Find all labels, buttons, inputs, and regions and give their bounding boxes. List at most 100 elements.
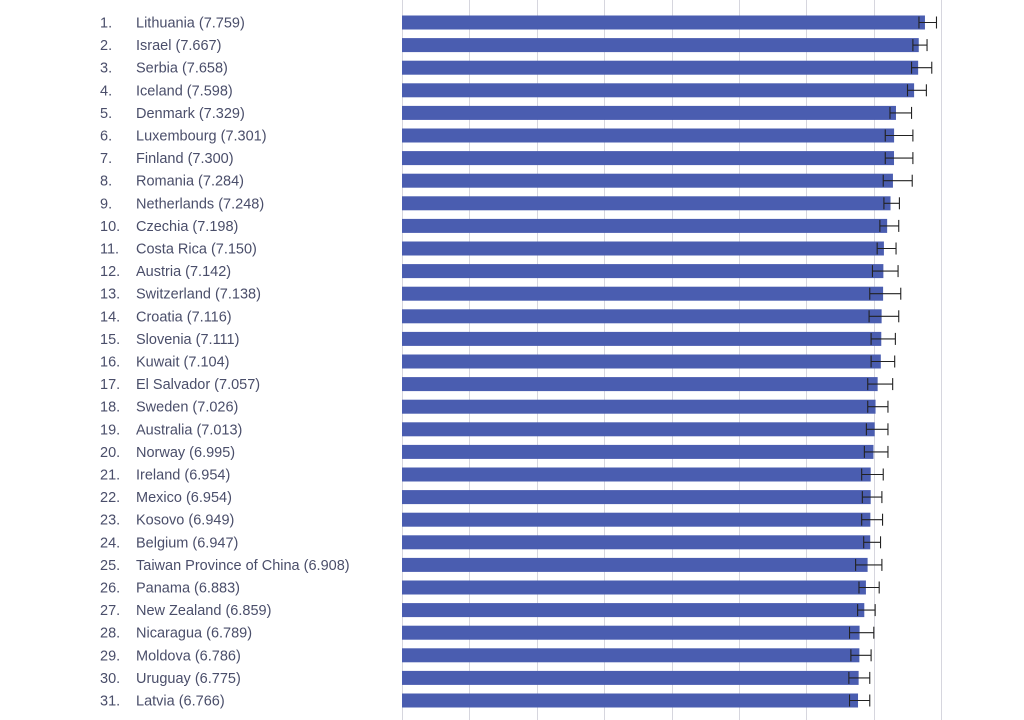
rank-label: 31. [100, 694, 120, 710]
rank-label: 14. [100, 309, 120, 325]
error-bar-uruguay [848, 671, 871, 684]
country-label: Nicaragua (6.789) [136, 626, 252, 642]
bar-australia [402, 422, 875, 437]
error-bars [848, 16, 938, 707]
rank-label: 19. [100, 422, 120, 438]
bar-latvia [402, 693, 859, 708]
country-label: Australia (7.013) [136, 422, 242, 438]
rank-label: 8. [100, 174, 112, 190]
error-bar-czechia [879, 219, 900, 232]
error-bar-australia [865, 423, 889, 436]
country-label: Panama (6.883) [136, 581, 240, 597]
country-label: Luxembourg (7.301) [136, 129, 267, 145]
rank-label: 18. [100, 400, 120, 416]
country-label: Taiwan Province of China (6.908) [136, 558, 350, 574]
rank-label: 22. [100, 490, 120, 506]
rank-label: 17. [100, 377, 120, 393]
bar-kosovo [402, 512, 871, 527]
error-bar-israel [912, 39, 928, 52]
country-label: Belgium (6.947) [136, 535, 238, 551]
bar-nicaragua [402, 625, 860, 640]
error-bar-nicaragua [848, 626, 875, 639]
country-label: Switzerland (7.138) [136, 287, 261, 303]
rank-label: 24. [100, 535, 120, 551]
rank-label: 6. [100, 129, 112, 145]
error-bar-austria [871, 265, 899, 278]
bar-ireland [402, 467, 871, 482]
rank-label: 28. [100, 626, 120, 642]
error-bar-netherlands [883, 197, 900, 210]
bar-croatia [402, 309, 882, 324]
country-label: Slovenia (7.111) [136, 332, 239, 348]
country-label: Finland (7.300) [136, 151, 234, 167]
rank-label: 4. [100, 83, 112, 99]
country-label: Denmark (7.329) [136, 106, 245, 122]
bar-panama [402, 580, 866, 595]
bar-mexico [402, 490, 871, 505]
error-bar-luxembourg [884, 129, 914, 142]
bar-uruguay [402, 670, 859, 685]
error-bar-kosovo [861, 513, 884, 526]
country-label: Lithuania (7.759) [136, 16, 245, 32]
country-label: New Zealand (6.859) [136, 603, 271, 619]
bar-denmark [402, 105, 896, 120]
rank-label: 20. [100, 445, 120, 461]
bar-slovenia [402, 331, 882, 346]
country-label: Czechia (7.198) [136, 219, 238, 235]
country-label: Kosovo (6.949) [136, 513, 234, 529]
rank-label: 2. [100, 38, 112, 54]
rank-label: 23. [100, 513, 120, 529]
bar-luxembourg [402, 128, 895, 143]
error-bar-finland [884, 152, 914, 165]
bars [402, 15, 925, 708]
country-label: Sweden (7.026) [136, 400, 238, 416]
error-bar-el-salvador [867, 378, 894, 391]
rank-label: 9. [100, 196, 112, 212]
rank-label: 3. [100, 61, 112, 77]
country-label: Norway (6.995) [136, 445, 235, 461]
bar-kuwait [402, 354, 881, 369]
bar-new-zealand [402, 603, 865, 618]
error-bar-moldova [850, 649, 872, 662]
bar-romania [402, 173, 893, 188]
country-label: Israel (7.667) [136, 38, 221, 54]
row-labels: 1. Lithuania (7.759) 2. Israel (7.667) 3. Ser… [100, 16, 350, 710]
rank-label: 15. [100, 332, 120, 348]
bar-israel [402, 38, 919, 53]
country-label: Latvia (6.766) [136, 694, 225, 710]
country-label: Ireland (6.954) [136, 468, 230, 484]
bar-lithuania [402, 15, 925, 30]
error-bar-new-zealand [857, 604, 876, 617]
error-bar-denmark [889, 106, 913, 119]
rank-label: 5. [100, 106, 112, 122]
error-bar-iceland [906, 84, 927, 97]
error-bar-slovenia [870, 332, 896, 345]
error-bar-kuwait [870, 355, 896, 368]
error-bar-norway [863, 445, 889, 458]
error-bar-romania [882, 174, 913, 187]
country-label: Costa Rica (7.150) [136, 242, 257, 258]
country-label: Austria (7.142) [136, 264, 231, 280]
bar-iceland [402, 83, 915, 98]
country-label: Moldova (6.786) [136, 648, 241, 664]
bar-norway [402, 444, 874, 459]
error-bar-belgium [863, 536, 882, 549]
bar-netherlands [402, 196, 891, 211]
rank-label: 11. [100, 242, 119, 258]
bar-costa-rica [402, 241, 884, 256]
rank-label: 27. [100, 603, 120, 619]
bar-el-salvador [402, 377, 878, 392]
country-label: Serbia (7.658) [136, 61, 228, 77]
bar-moldova [402, 648, 860, 663]
error-bar-serbia [910, 61, 933, 74]
rank-label: 25. [100, 558, 120, 574]
country-label: Iceland (7.598) [136, 83, 233, 99]
rank-label: 16. [100, 355, 120, 371]
bar-austria [402, 264, 884, 279]
rank-label: 26. [100, 581, 120, 597]
bar-sweden [402, 399, 876, 414]
error-bar-taiwan-province-of-china [855, 558, 883, 571]
rank-label: 7. [100, 151, 112, 167]
country-label: Croatia (7.116) [136, 309, 232, 325]
